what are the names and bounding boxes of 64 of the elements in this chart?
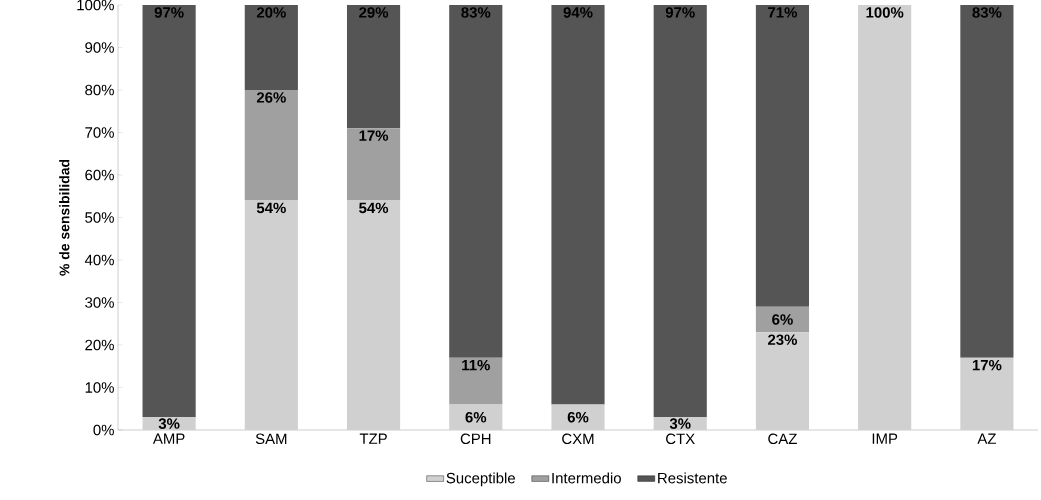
bar <box>449 404 503 430</box>
bar <box>551 5 605 405</box>
bar <box>244 5 298 90</box>
x-tick-label: CAZ <box>768 433 797 445</box>
data-label: 29% <box>359 7 389 18</box>
bar <box>449 357 503 405</box>
data-label: 11% <box>462 359 490 371</box>
data-label: 23% <box>768 334 797 346</box>
y-tick-label: 30% <box>85 297 114 308</box>
data-label: 17% <box>359 130 389 141</box>
legend-label: Intermedio <box>552 472 621 484</box>
data-label: 54% <box>256 202 286 214</box>
data-label: 6% <box>567 411 589 423</box>
y-tick-label: 40% <box>84 254 114 266</box>
bar <box>346 128 401 201</box>
bar <box>142 5 196 418</box>
x-tick-label: IMP <box>872 433 898 444</box>
y-axis-title: % de sensibilidad <box>59 159 70 276</box>
y-tick-label: 80% <box>85 84 114 96</box>
data-label: 17% <box>972 359 1002 371</box>
x-tick-label: AMP <box>152 433 185 444</box>
y-tick-label: 90% <box>85 42 114 53</box>
bar <box>858 5 912 430</box>
x-tick-label: TZP <box>359 433 387 444</box>
y-tick-label: 100% <box>77 0 114 11</box>
data-label: 100% <box>866 7 904 18</box>
data-label: 83% <box>972 7 1002 18</box>
data-label: 3% <box>158 418 180 429</box>
bar <box>960 5 1014 358</box>
data-label: 6% <box>465 411 487 423</box>
data-label: 83% <box>461 7 491 18</box>
bar <box>551 404 605 430</box>
bar <box>346 200 401 430</box>
x-tick-label: SAM <box>255 433 287 445</box>
data-label: 26% <box>256 92 286 103</box>
data-label: 20% <box>256 7 286 18</box>
legend-label: Suceptible <box>446 472 515 487</box>
bar <box>653 5 707 418</box>
data-label: 94% <box>563 7 593 18</box>
x-tick-label: CXM <box>562 433 594 445</box>
y-tick-label: 60% <box>85 169 114 181</box>
legend-label: Resistente <box>658 472 727 484</box>
bar <box>755 332 810 430</box>
data-label: 97% <box>154 7 184 18</box>
data-label: 3% <box>669 418 691 429</box>
x-tick-label: CTX <box>666 433 695 445</box>
bar <box>244 200 298 430</box>
data-label: 97% <box>665 7 695 18</box>
y-tick-label: 0% <box>93 424 114 436</box>
y-tick-label: 10% <box>85 382 114 393</box>
x-tick-label: AZ <box>977 433 996 444</box>
bar <box>346 5 401 129</box>
bar <box>755 5 810 307</box>
x-tick-label: CPH <box>460 433 491 445</box>
bar <box>960 357 1014 430</box>
data-label: 71% <box>768 7 797 18</box>
data-label: 54% <box>359 202 389 214</box>
y-tick-label: 70% <box>85 127 114 138</box>
y-tick-label: 50% <box>85 212 114 223</box>
bar <box>244 90 298 201</box>
y-tick-label: 20% <box>85 339 114 351</box>
data-label: 6% <box>772 314 793 325</box>
bar <box>449 5 503 358</box>
bar <box>755 306 810 333</box>
